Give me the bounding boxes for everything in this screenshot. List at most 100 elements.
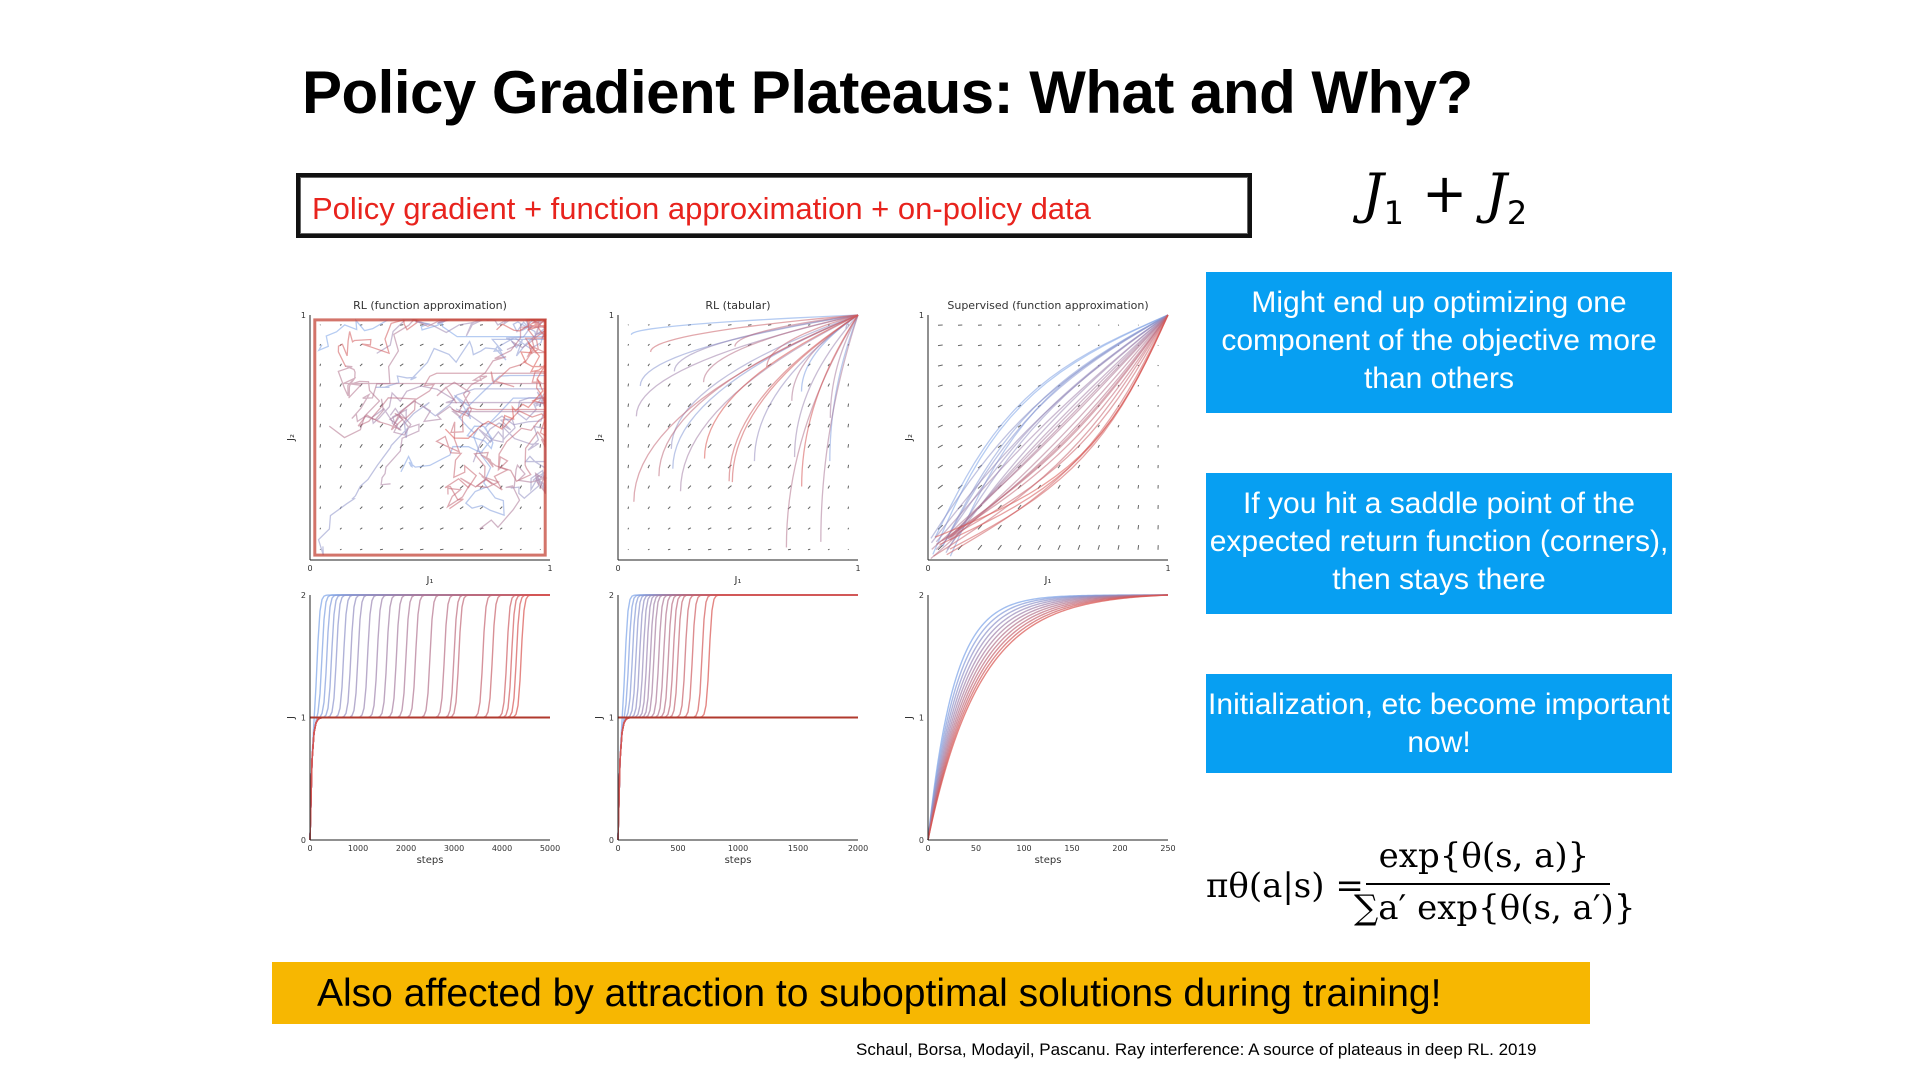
quiver-arrow (747, 485, 752, 489)
chart-panel-4: 0 1000 2000 3000 4000 5000 0 1 2 steps J (286, 591, 560, 866)
edge-trajectory (313, 318, 547, 557)
quiver-arrow (319, 423, 322, 428)
quiver-arrow (399, 403, 404, 408)
x-axis-label: J₁ (734, 575, 742, 586)
quiver-arrow (807, 527, 811, 530)
quiver-arrow (1137, 404, 1140, 408)
quiver-arrow (1017, 424, 1022, 428)
quiver-arrow (937, 424, 943, 428)
quiver-arrow (727, 485, 732, 489)
quiver-arrow (419, 485, 424, 489)
quiver-arrow (319, 403, 322, 407)
quiver-arrow (1057, 544, 1061, 551)
quiver-arrow (1077, 504, 1081, 510)
quiver-arrow (787, 464, 792, 469)
quiver-arrow (419, 443, 424, 449)
quiver-arrow (767, 485, 772, 489)
quiver-arrow (937, 464, 943, 469)
trajectory-line (829, 314, 859, 462)
x-tick-label: 1 (855, 564, 860, 573)
chart-panel-1: RL (function approximation) 0 1 1 J₁ J₂ (286, 299, 553, 586)
quiver-arrow (539, 363, 542, 367)
j2-subscript: 2 (1506, 193, 1528, 232)
quiver-arrow (339, 383, 342, 387)
learning-curve (927, 594, 1169, 841)
quiver-arrow (667, 464, 671, 469)
quiver-arrow (687, 506, 692, 510)
trajectory-line (630, 314, 859, 336)
quiver-arrow (1057, 404, 1061, 408)
quiver-arrow (707, 506, 712, 510)
quiver-arrow (539, 444, 542, 448)
quiver-arrow (1097, 424, 1100, 428)
quiver-arrow (519, 527, 522, 530)
quiver-arrow (459, 485, 464, 489)
quiver-arrow (1017, 504, 1022, 510)
trajectory-line (941, 314, 1169, 542)
trajectory-line (932, 314, 1169, 555)
quiver-arrow (1057, 504, 1061, 510)
quiver-arrow (459, 548, 464, 551)
softmax-period: . (1618, 866, 1629, 906)
quiver-arrow (479, 343, 484, 347)
quiver-arrow (319, 444, 322, 448)
quiver-arrow (827, 383, 830, 387)
quiver-arrow (1097, 384, 1100, 387)
quiver-arrow (807, 403, 811, 408)
quiver-arrow (339, 403, 342, 408)
quiver-arrow (439, 363, 444, 367)
quiver-arrow (827, 464, 830, 469)
y-tick-label: 1 (609, 311, 614, 320)
quiver-arrow (997, 344, 1002, 347)
quiver-arrow (379, 464, 384, 469)
quiver-arrow (1037, 524, 1042, 530)
quiver-arrow (439, 485, 444, 489)
quiver-arrow (727, 403, 732, 408)
chart-panel-5: 0 500 1000 1500 2000 0 1 2 steps J (594, 591, 868, 866)
quiver-arrow (359, 403, 363, 408)
chart-panel-3: Supervised (function approximation) 0 1 1 J₁… (904, 299, 1171, 586)
y-axis-label: J₂ (594, 434, 605, 442)
quiver-arrow (1097, 504, 1100, 510)
quiver-arrow (687, 423, 692, 428)
quiver-arrow (727, 423, 732, 428)
y-tick-label: 1 (919, 714, 924, 723)
quiver-arrow (319, 363, 322, 367)
quiver-arrow (767, 423, 772, 428)
x-tick-label: 0 (925, 564, 930, 573)
quiver-arrow (957, 404, 963, 408)
quiver-arrow (1057, 464, 1061, 469)
quiver-arrow (1057, 424, 1061, 428)
quiver-arrow (1117, 364, 1120, 367)
quiver-arrow (319, 343, 322, 346)
quiver-arrow (647, 485, 650, 489)
quiver-arrow (1137, 444, 1140, 448)
quiver-arrow (459, 464, 464, 469)
quiver-arrow (1077, 384, 1081, 387)
quiver-arrow (667, 343, 671, 347)
quiver-arrow (627, 343, 630, 346)
quiver-arrow (1137, 505, 1140, 510)
quiver-arrow (747, 423, 752, 428)
x-axis-label: J₁ (426, 575, 434, 586)
trajectory-line (731, 314, 859, 483)
quiver-arrow (1057, 344, 1061, 347)
quiver-arrow (1117, 444, 1120, 448)
quiver-arrow (1137, 545, 1140, 550)
quiver-arrow (1017, 384, 1022, 387)
x-tick-label: 0 (925, 844, 930, 853)
quiver-arrow (807, 343, 811, 347)
quiver-arrow (847, 363, 850, 367)
quiver-arrow (1037, 544, 1042, 551)
quiver-arrow (399, 343, 404, 347)
quiver-arrow (937, 364, 943, 367)
x-tick-label: 1000 (728, 844, 748, 853)
quiver-arrow (439, 548, 444, 551)
quiver-arrow (1137, 384, 1140, 387)
quiver-arrow (627, 363, 630, 367)
quiver-arrow (707, 485, 712, 489)
fraction-bar (1366, 883, 1610, 885)
quiver-arrow (1137, 525, 1140, 530)
y-axis-label: J (904, 716, 915, 720)
